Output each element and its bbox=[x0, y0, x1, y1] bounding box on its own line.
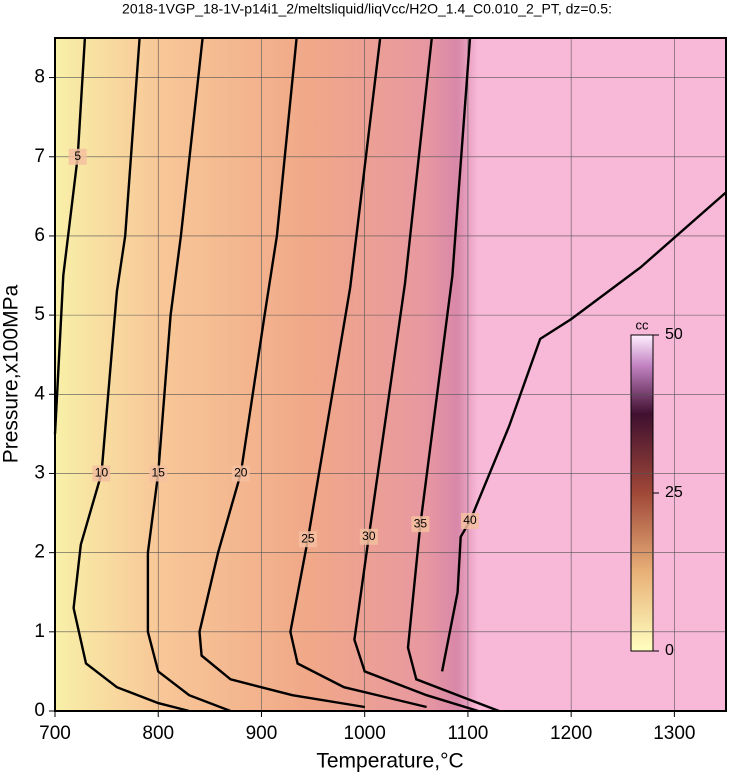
y-tick-label: 6 bbox=[34, 225, 45, 246]
contour-label-bg bbox=[149, 465, 168, 482]
colorbar-tick-label: 25 bbox=[665, 484, 683, 501]
colorbar-tick-label: 0 bbox=[665, 642, 674, 659]
contour-line bbox=[406, 37, 500, 713]
x-tick-label: 1300 bbox=[653, 723, 695, 744]
x-tick-label: 1000 bbox=[344, 723, 386, 744]
x-axis-label: Temperature,°C bbox=[316, 750, 463, 773]
contour-label-bg bbox=[92, 465, 111, 482]
colorbar bbox=[630, 334, 654, 652]
y-tick-label: 5 bbox=[34, 304, 45, 325]
y-tick-label: 4 bbox=[34, 383, 45, 404]
contour-label-bg bbox=[298, 531, 317, 548]
contour-label: 10 bbox=[95, 466, 109, 480]
y-tick-label: 8 bbox=[34, 67, 45, 88]
contour-line bbox=[198, 37, 365, 709]
contour-line bbox=[353, 37, 479, 713]
colorbar-label: cc bbox=[636, 317, 650, 332]
x-tick-label: 1100 bbox=[447, 723, 488, 744]
contour-label-bg bbox=[359, 528, 378, 545]
contour-label-bg bbox=[231, 465, 250, 482]
plot-frame bbox=[54, 37, 727, 712]
contour-label: 20 bbox=[234, 466, 248, 480]
contour-line bbox=[289, 37, 427, 709]
contour-label: 15 bbox=[152, 466, 166, 480]
x-tick-label: 1200 bbox=[550, 723, 592, 744]
contour-line bbox=[146, 37, 231, 713]
contour-line bbox=[440, 191, 727, 672]
x-tick-label: 700 bbox=[39, 723, 71, 744]
contour-label: 25 bbox=[301, 531, 315, 545]
y-tick-label: 2 bbox=[34, 542, 45, 563]
contour-line bbox=[72, 37, 190, 713]
plot-background bbox=[55, 38, 726, 711]
y-tick-label: 3 bbox=[34, 462, 45, 483]
x-tick-label: 800 bbox=[142, 723, 174, 744]
y-tick-label: 0 bbox=[34, 700, 45, 721]
y-tick-label: 7 bbox=[34, 146, 45, 167]
y-axis-label: Pressure,x100MPa bbox=[0, 284, 23, 463]
y-tick-label: 1 bbox=[34, 621, 45, 642]
x-tick-label: 900 bbox=[246, 723, 278, 744]
contour-label-bg bbox=[68, 148, 87, 165]
contour-label-bg bbox=[460, 512, 479, 529]
contour-line bbox=[53, 37, 87, 434]
colorbar-tick-label: 50 bbox=[665, 326, 683, 343]
contour-label: 35 bbox=[414, 516, 428, 530]
contour-label: 30 bbox=[362, 529, 376, 543]
contour-label: 5 bbox=[74, 149, 81, 163]
contour-label: 40 bbox=[463, 513, 477, 527]
contour-label-bg bbox=[411, 516, 430, 533]
chart-title: 2018-1VGP_18-1V-p14i1_2/meltsliquid/liqV… bbox=[122, 1, 612, 17]
